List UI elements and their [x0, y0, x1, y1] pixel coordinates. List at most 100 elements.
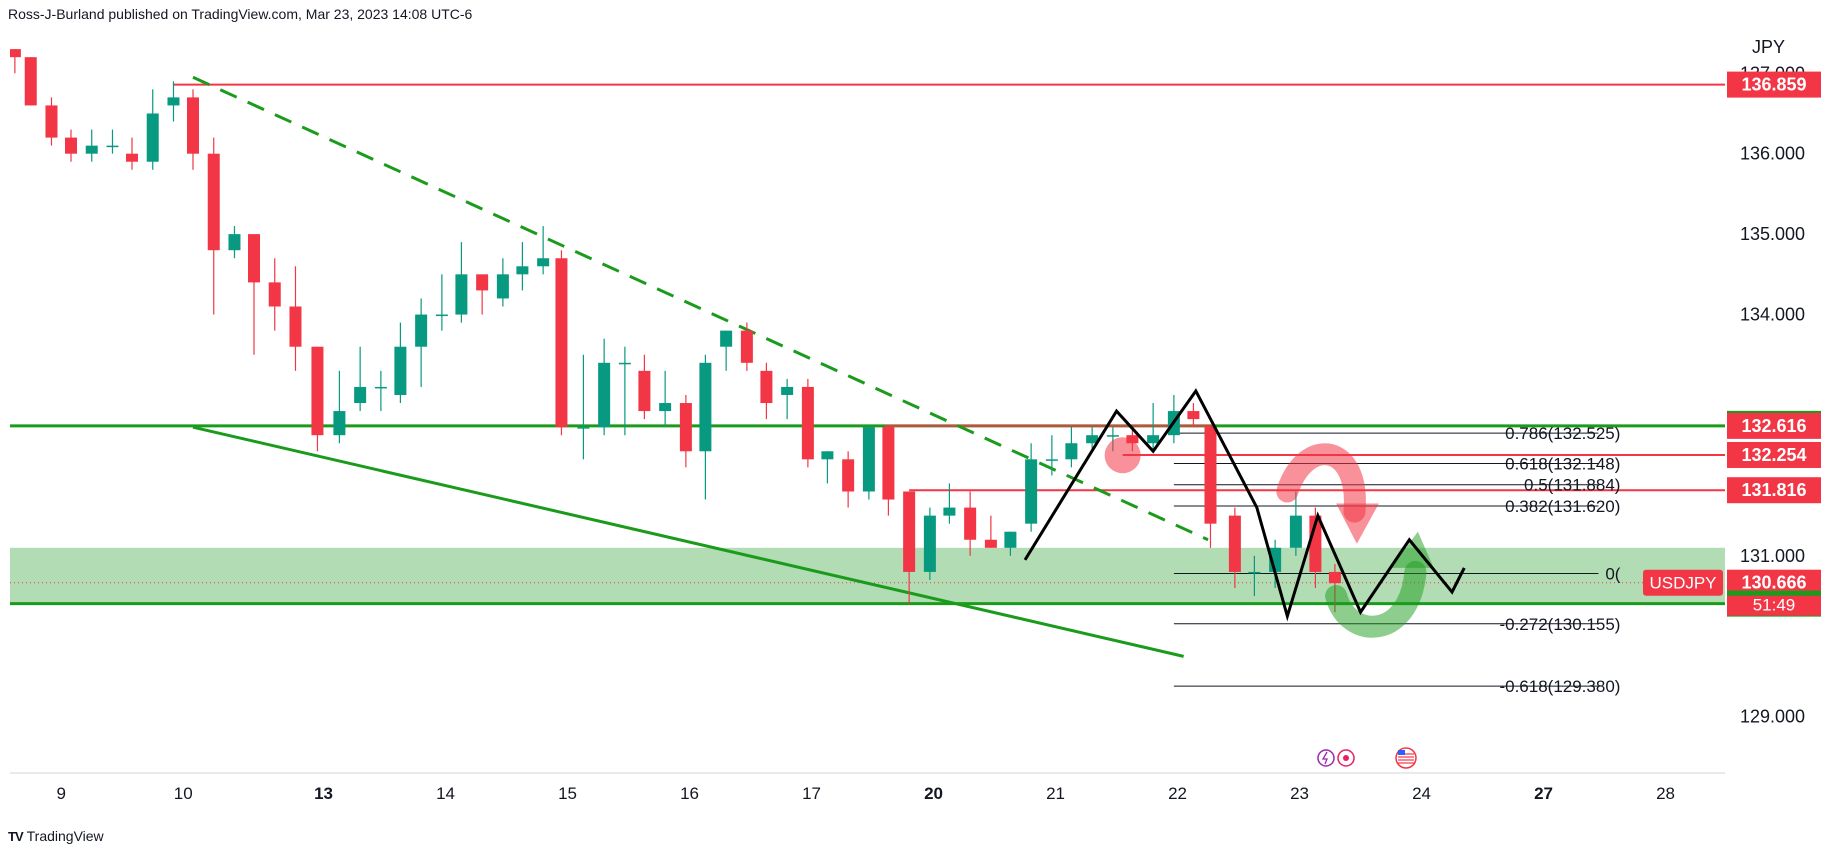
tradingview-logo-icon: TV: [8, 828, 24, 844]
candle-body: [537, 258, 550, 267]
candle: [598, 338, 611, 436]
candle: [455, 242, 468, 323]
candle: [394, 322, 407, 404]
y-tick-label: 135.000: [1740, 224, 1805, 244]
candle-body: [882, 427, 895, 500]
candle-body: [1004, 531, 1017, 548]
candle-body: [435, 314, 448, 317]
candle: [638, 354, 651, 420]
candle: [65, 129, 77, 162]
candle: [659, 370, 672, 428]
candle-body: [618, 362, 631, 365]
candle: [289, 266, 302, 371]
x-tick-label: 14: [436, 784, 455, 803]
candle-body: [1187, 411, 1200, 420]
candle-body: [248, 234, 260, 283]
y-tick-label: 129.000: [1740, 707, 1805, 727]
x-tick-label: 13: [314, 784, 333, 803]
demand-zone: [10, 547, 1725, 604]
candle-body: [45, 105, 58, 138]
price-label-text: 130.666: [1741, 573, 1806, 593]
candle: [207, 137, 220, 315]
candle: [984, 515, 997, 548]
candle-body: [268, 282, 281, 307]
candle-body: [311, 346, 324, 436]
tradingview-brand: TradingView: [26, 828, 104, 844]
candle: [679, 394, 692, 468]
price-label-132-254: 132.254: [1727, 441, 1821, 468]
candle-body: [679, 403, 692, 452]
candle-body: [228, 234, 241, 251]
candle-body: [760, 370, 773, 404]
symbol-tag: USDJPY: [1643, 569, 1723, 596]
candle: [781, 378, 794, 420]
candle-body: [289, 306, 302, 347]
x-tick-label: 9: [57, 784, 66, 803]
candle-body: [516, 266, 529, 275]
projection-path: [1023, 388, 1466, 622]
candle-body: [354, 386, 367, 404]
candle: [1065, 427, 1078, 468]
candle: [1204, 427, 1217, 548]
candle-body: [167, 97, 180, 106]
candle-body: [146, 113, 159, 162]
candle-body: [476, 274, 489, 291]
candle: [1248, 555, 1261, 597]
tradingview-footer[interactable]: TV TradingView: [8, 828, 104, 844]
candle: [10, 49, 21, 74]
candle: [1004, 531, 1017, 556]
candle-body: [106, 145, 119, 148]
candle-body: [923, 515, 936, 572]
candle: [1025, 443, 1038, 532]
y-tick-label: 131.000: [1740, 546, 1805, 566]
candle-body: [1045, 459, 1058, 461]
candle-body: [1086, 435, 1099, 444]
candle: [842, 451, 855, 508]
candle-body: [1204, 427, 1217, 524]
candle-body: [903, 491, 916, 572]
fib-level-label: -0.272(130.155): [1499, 615, 1620, 634]
candle: [374, 370, 387, 412]
x-tick-label: 24: [1412, 784, 1431, 803]
candle: [923, 507, 936, 580]
candle-body: [740, 330, 753, 363]
candle: [1086, 427, 1099, 452]
candle-body: [10, 49, 21, 58]
candle: [476, 274, 489, 315]
candle-body: [126, 153, 138, 162]
candle-body: [1025, 459, 1038, 524]
candle-body: [1147, 435, 1160, 444]
red-arrowhead: [1336, 503, 1379, 544]
candle: [903, 491, 916, 605]
candle-body: [1248, 571, 1261, 574]
price-label-text: 132.254: [1741, 445, 1806, 465]
fib-level-label: -0.618(129.380): [1499, 677, 1620, 696]
x-tick-label: 21: [1046, 784, 1065, 803]
candle: [496, 258, 509, 307]
candle-body: [1328, 571, 1341, 584]
x-tick-label: 17: [802, 784, 821, 803]
fib-level-label: 0.786(132.525): [1505, 424, 1620, 443]
candle-body: [638, 370, 651, 412]
x-tick-label: 15: [558, 784, 577, 803]
candle-body: [207, 153, 220, 251]
candle-body: [842, 459, 855, 492]
x-tick-label: 27: [1534, 784, 1553, 803]
candle: [415, 298, 428, 387]
candle: [537, 226, 550, 275]
candle: [618, 346, 631, 436]
candle: [146, 89, 159, 170]
candle-body: [598, 362, 611, 428]
candle: [760, 362, 773, 420]
countdown-text: 51:49: [1753, 596, 1796, 615]
candle-body: [85, 145, 98, 154]
candle-body: [821, 451, 834, 460]
candle-body: [1126, 435, 1139, 444]
candle: [821, 451, 834, 484]
candle: [354, 346, 367, 412]
currency-label: JPY: [1752, 37, 1785, 57]
fib-level-label: 0.618(132.148): [1505, 455, 1620, 474]
candle-body: [964, 507, 977, 540]
candle-body: [577, 427, 590, 429]
